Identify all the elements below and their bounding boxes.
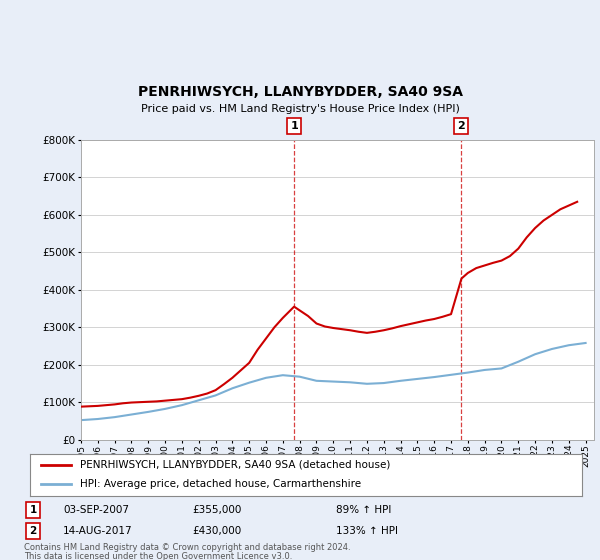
Text: 133% ↑ HPI: 133% ↑ HPI: [336, 526, 398, 536]
Text: 89% ↑ HPI: 89% ↑ HPI: [336, 505, 391, 515]
Text: PENRHIWSYCH, LLANYBYDDER, SA40 9SA (detached house): PENRHIWSYCH, LLANYBYDDER, SA40 9SA (deta…: [80, 460, 390, 470]
Text: This data is licensed under the Open Government Licence v3.0.: This data is licensed under the Open Gov…: [24, 552, 292, 560]
Text: 1: 1: [29, 505, 37, 515]
Text: 14-AUG-2017: 14-AUG-2017: [63, 526, 133, 536]
Text: 2: 2: [458, 121, 466, 131]
Text: PENRHIWSYCH, LLANYBYDDER, SA40 9SA: PENRHIWSYCH, LLANYBYDDER, SA40 9SA: [137, 86, 463, 100]
Text: £355,000: £355,000: [192, 505, 241, 515]
Text: 2: 2: [29, 526, 37, 536]
Text: Price paid vs. HM Land Registry's House Price Index (HPI): Price paid vs. HM Land Registry's House …: [140, 104, 460, 114]
Text: 1: 1: [290, 121, 298, 131]
Text: £430,000: £430,000: [192, 526, 241, 536]
Text: Contains HM Land Registry data © Crown copyright and database right 2024.: Contains HM Land Registry data © Crown c…: [24, 543, 350, 552]
Text: HPI: Average price, detached house, Carmarthenshire: HPI: Average price, detached house, Carm…: [80, 479, 361, 489]
Text: 03-SEP-2007: 03-SEP-2007: [63, 505, 129, 515]
